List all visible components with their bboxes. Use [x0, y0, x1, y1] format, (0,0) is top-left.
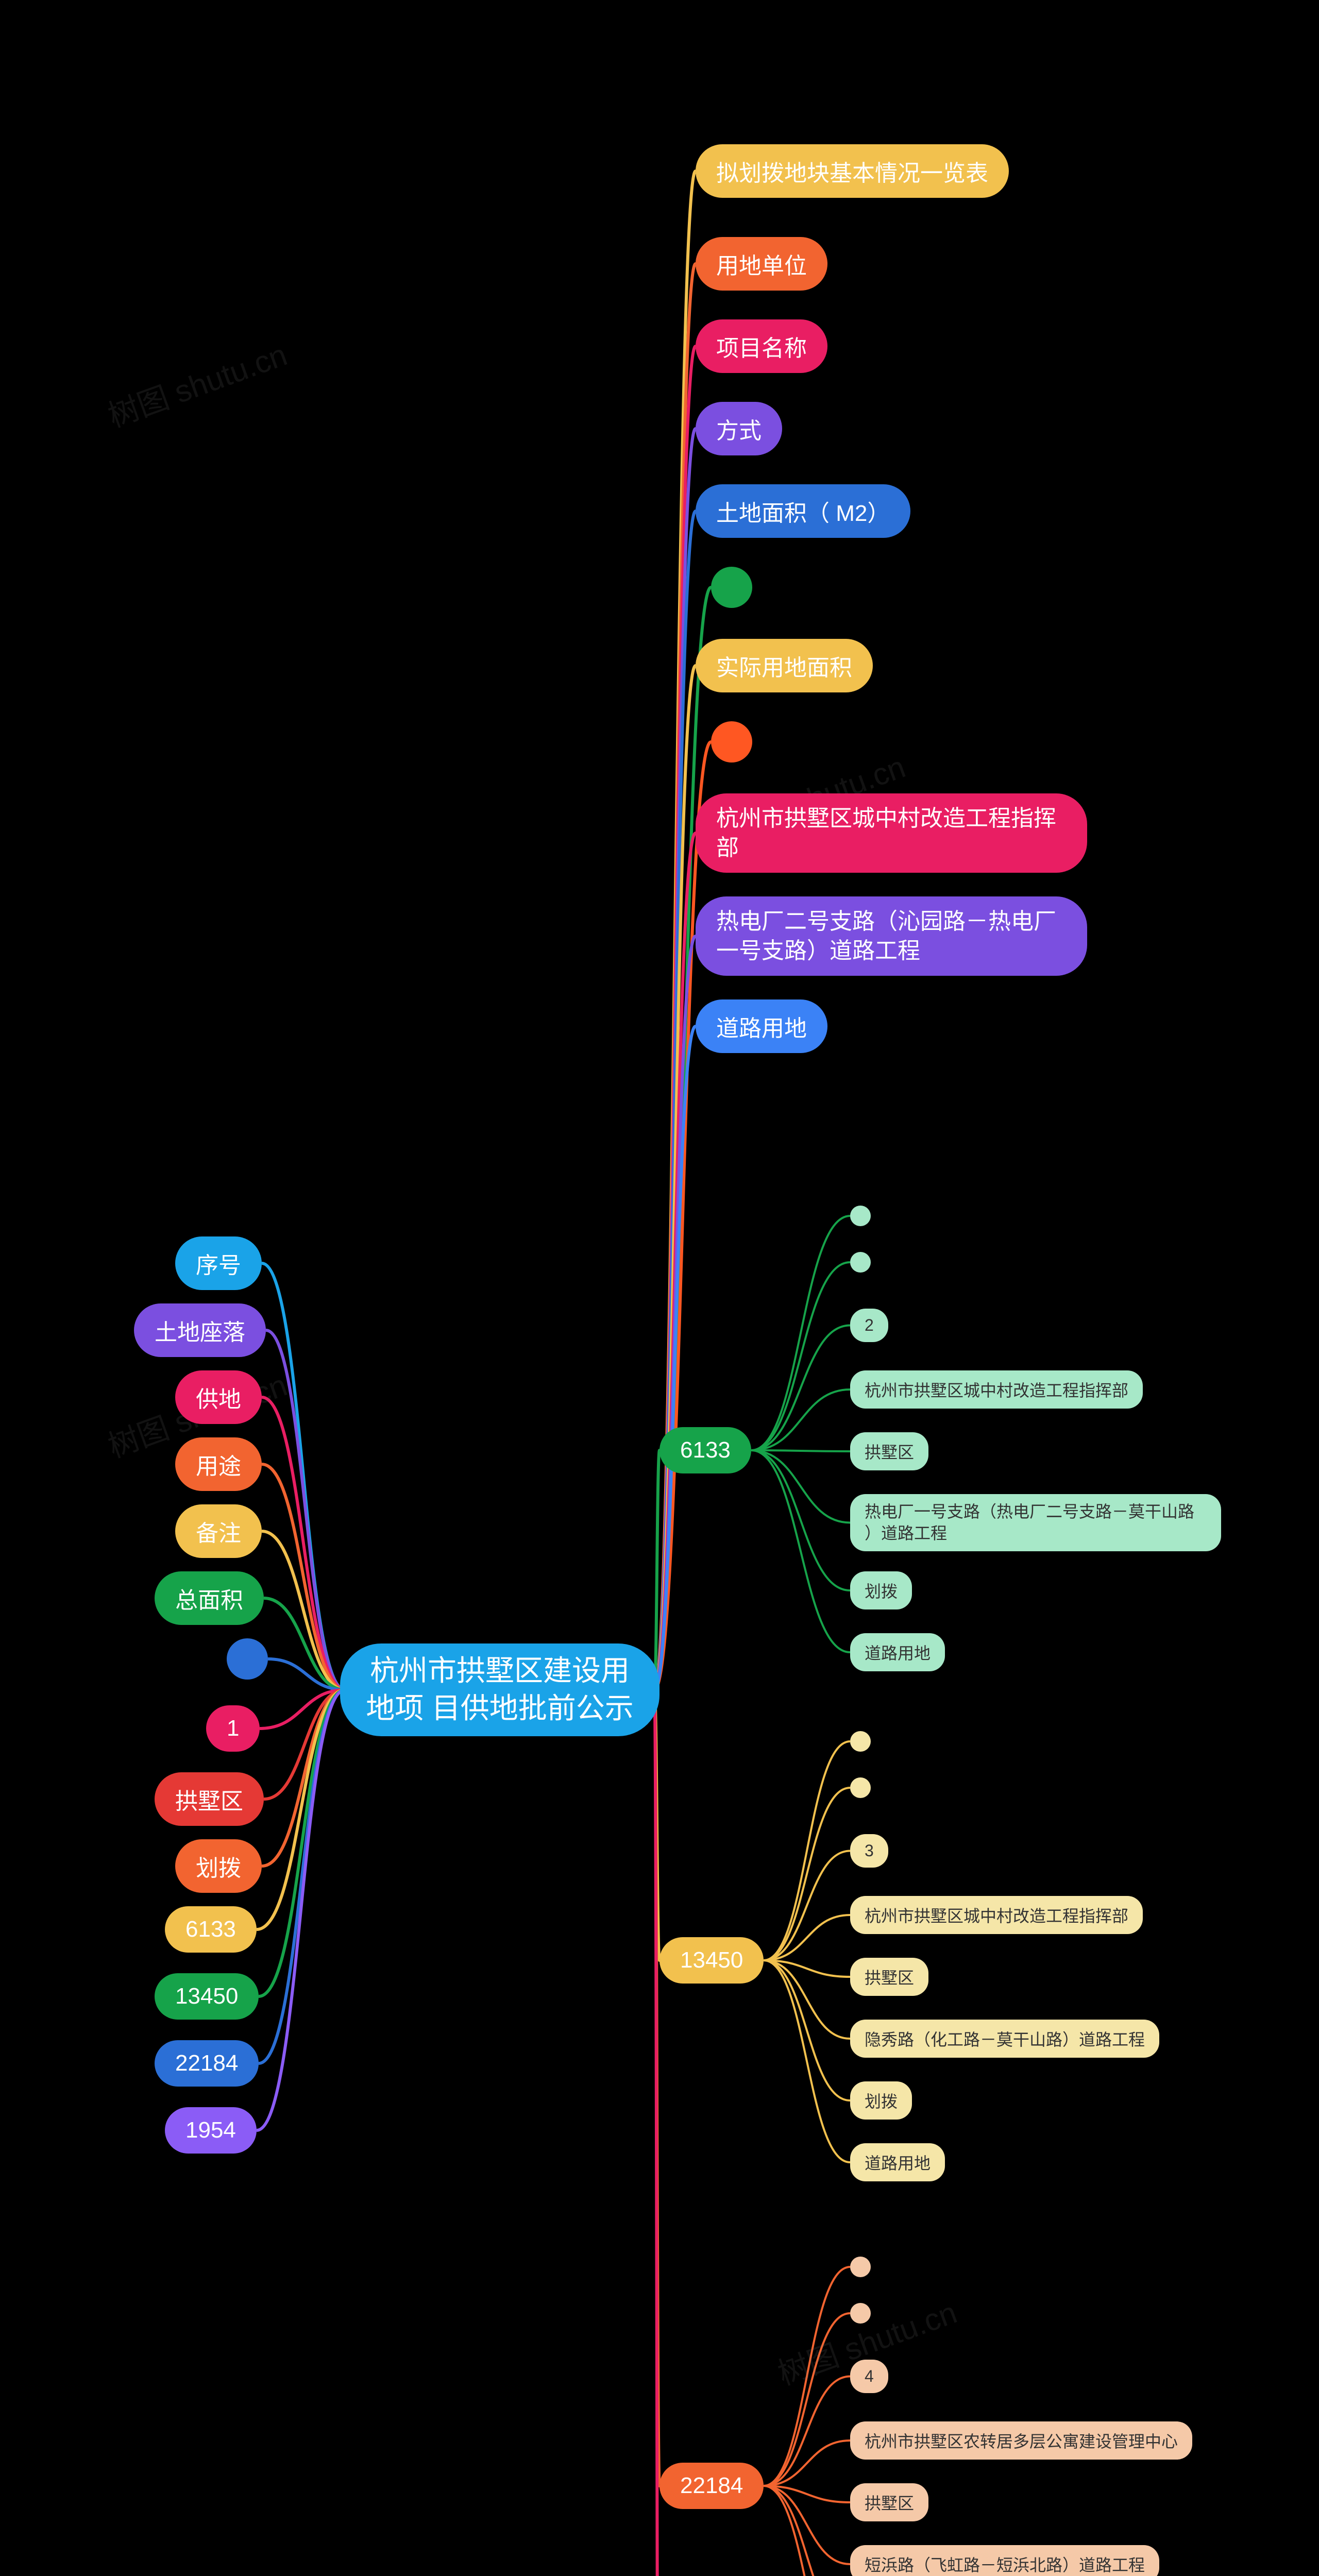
- leaf-node: 杭州市拱墅区城中村改造工程指挥部: [850, 1370, 1143, 1409]
- branch-hub: 22184: [660, 2463, 764, 2509]
- left-node: 总面积: [155, 1571, 264, 1625]
- left-node: 划拨: [175, 1839, 262, 1893]
- left-node: 备注: [175, 1504, 262, 1558]
- leaf-node: 3: [850, 1834, 888, 1868]
- leaf-dot: [850, 1777, 871, 1798]
- leaf-node: 拱墅区: [850, 1958, 928, 1996]
- right-node: 拟划拨地块基本情况一览表: [696, 144, 1009, 198]
- branch-hub: 6133: [660, 1427, 751, 1473]
- right-node: 方式: [696, 402, 782, 455]
- leaf-node: 划拨: [850, 2081, 912, 2120]
- leaf-node: 道路用地: [850, 1633, 945, 1671]
- right-node: 杭州市拱墅区城中村改造工程指挥 部: [696, 793, 1087, 873]
- leaf-node: 拱墅区: [850, 1432, 928, 1470]
- left-node: 拱墅区: [155, 1772, 264, 1826]
- left-node: [227, 1638, 268, 1680]
- left-node: 6133: [165, 1906, 257, 1953]
- leaf-node: 短浜路（飞虹路－短浜北路）道路工程: [850, 2545, 1159, 2576]
- leaf-node: 隐秀路（化工路－莫干山路）道路工程: [850, 2020, 1159, 2058]
- right-node: 用地单位: [696, 237, 827, 291]
- right-node: 热电厂二号支路（沁园路－热电厂 一号支路）道路工程: [696, 896, 1087, 976]
- leaf-node: 划拨: [850, 1571, 912, 1609]
- watermark: 树图 shutu.cn: [101, 330, 292, 436]
- leaf-dot: [850, 1206, 871, 1226]
- leaf-dot: [850, 2303, 871, 2324]
- leaf-node: 拱墅区: [850, 2483, 928, 2521]
- leaf-node: 4: [850, 2360, 888, 2393]
- right-node: 实际用地面积: [696, 639, 873, 692]
- left-node: 13450: [155, 1973, 259, 2020]
- left-node: 序号: [175, 1236, 262, 1290]
- right-node: [711, 567, 752, 608]
- right-node: 土地面积（ M2）: [696, 484, 910, 538]
- left-node: 1954: [165, 2107, 257, 2154]
- right-node: [711, 721, 752, 762]
- right-node: 项目名称: [696, 319, 827, 373]
- left-node: 22184: [155, 2040, 259, 2087]
- leaf-node: 道路用地: [850, 2143, 945, 2181]
- center-node: 杭州市拱墅区建设用地项 目供地批前公示: [340, 1643, 660, 1736]
- left-node: 土地座落: [134, 1303, 266, 1357]
- left-node: 1: [206, 1705, 260, 1752]
- leaf-dot: [850, 2257, 871, 2277]
- leaf-node: 热电厂一号支路（热电厂二号支路－莫干山路 ）道路工程: [850, 1494, 1221, 1551]
- leaf-node: 2: [850, 1309, 888, 1342]
- branch-hub: 13450: [660, 1937, 764, 1984]
- leaf-dot: [850, 1731, 871, 1752]
- leaf-dot: [850, 1252, 871, 1273]
- leaf-node: 杭州市拱墅区农转居多层公寓建设管理中心: [850, 2421, 1192, 2460]
- left-node: 用途: [175, 1437, 262, 1491]
- left-node: 供地: [175, 1370, 262, 1424]
- right-node: 道路用地: [696, 999, 827, 1053]
- leaf-node: 杭州市拱墅区城中村改造工程指挥部: [850, 1896, 1143, 1934]
